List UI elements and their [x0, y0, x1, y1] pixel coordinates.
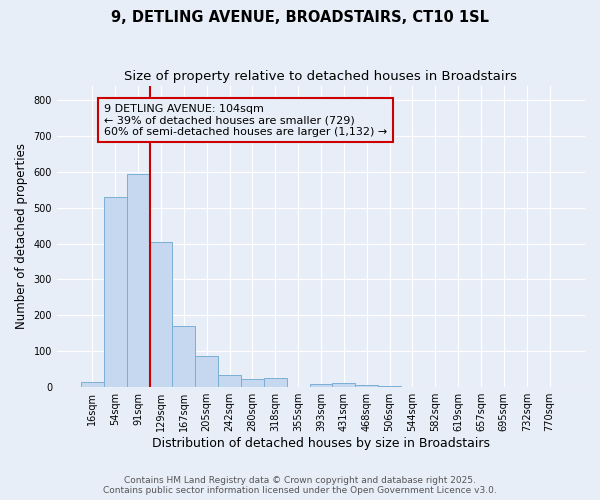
Bar	[241, 380, 264, 387]
Bar	[104, 197, 127, 387]
Text: 9, DETLING AVENUE, BROADSTAIRS, CT10 1SL: 9, DETLING AVENUE, BROADSTAIRS, CT10 1SL	[111, 10, 489, 25]
Text: 9 DETLING AVENUE: 104sqm
← 39% of detached houses are smaller (729)
60% of semi-: 9 DETLING AVENUE: 104sqm ← 39% of detach…	[104, 104, 387, 136]
Bar	[332, 382, 355, 387]
Bar	[310, 384, 332, 387]
Bar	[127, 174, 149, 387]
Text: Contains HM Land Registry data © Crown copyright and database right 2025.
Contai: Contains HM Land Registry data © Crown c…	[103, 476, 497, 495]
X-axis label: Distribution of detached houses by size in Broadstairs: Distribution of detached houses by size …	[152, 437, 490, 450]
Bar	[172, 326, 195, 387]
Bar	[355, 386, 378, 387]
Bar	[195, 356, 218, 387]
Bar	[378, 386, 401, 387]
Y-axis label: Number of detached properties: Number of detached properties	[15, 144, 28, 330]
Bar	[218, 374, 241, 387]
Bar	[264, 378, 287, 387]
Bar	[149, 242, 172, 387]
Title: Size of property relative to detached houses in Broadstairs: Size of property relative to detached ho…	[124, 70, 517, 83]
Bar	[81, 382, 104, 387]
